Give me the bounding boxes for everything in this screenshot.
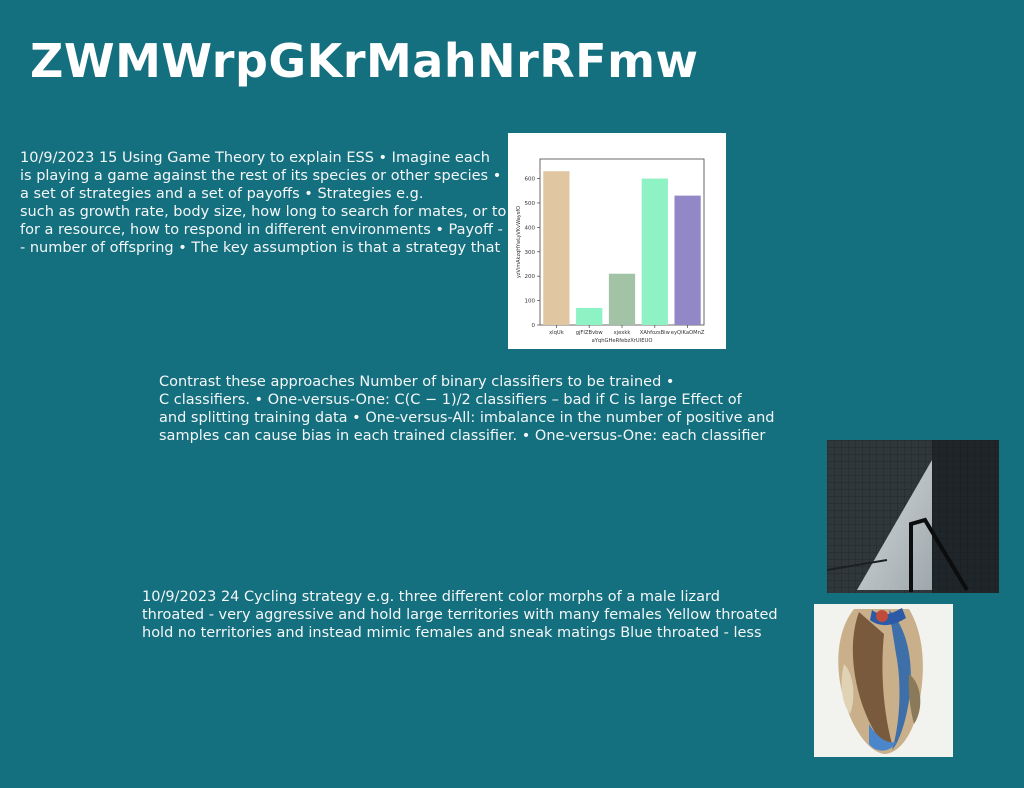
text-block-2: Contrast these approaches Number of bina… xyxy=(159,373,774,445)
bar xyxy=(641,178,668,325)
bar xyxy=(543,171,570,325)
x-tick-label: gjFIZBvbw xyxy=(576,330,604,336)
bar xyxy=(608,273,636,325)
collage-artwork-graphic xyxy=(814,604,953,757)
x-tick-label: XAhfozsBiw xyxy=(640,330,671,336)
y-axis-label: yzVimAkzqHYwLyVKvWaysfO xyxy=(516,206,522,278)
y-tick-label: 600 xyxy=(525,177,536,183)
text-line: is playing a game against the rest of it… xyxy=(20,168,502,184)
page-title: ZWMWrpGKrMahNrRFmw xyxy=(30,34,699,88)
text-line: Contrast these approaches Number of bina… xyxy=(159,374,675,390)
text-line: for a resource, how to respond in differ… xyxy=(20,222,503,238)
architecture-photo-graphic xyxy=(827,440,999,593)
y-tick-label: 200 xyxy=(525,274,536,280)
text-line: C classifiers. • One-versus-One: C(C − 1… xyxy=(159,392,742,408)
x-tick-label: xlqUk xyxy=(549,330,564,336)
text-block-3: 10/9/2023 24 Cycling strategy e.g. three… xyxy=(142,588,778,642)
text-line: hold no territories and instead mimic fe… xyxy=(142,625,762,641)
text-line: samples can cause bias in each trained c… xyxy=(159,428,766,444)
x-tick-label: xjexkk xyxy=(614,330,631,336)
text-line: such as growth rate, body size, how long… xyxy=(20,204,507,220)
bar xyxy=(576,307,603,325)
bar xyxy=(674,195,701,325)
x-axis-label: aYqhGHeRfebzXrUIEUO xyxy=(592,338,653,344)
text-line: - number of offspring • The key assumpti… xyxy=(20,240,501,256)
text-line: and splitting training data • One-versus… xyxy=(159,410,775,426)
text-line: 10/9/2023 24 Cycling strategy e.g. three… xyxy=(142,589,720,605)
text-block-1: 10/9/2023 15 Using Game Theory to explai… xyxy=(20,149,506,257)
architecture-photo xyxy=(827,440,999,593)
x-tick-label: eyQlKaOMnZ xyxy=(671,330,705,336)
collage-artwork xyxy=(814,604,953,757)
bar-chart-svg: 0 100 200 300 400 500 600 xlqUk gjFIZBvbw xjexkk X… xyxy=(516,158,705,344)
y-tick-label: 300 xyxy=(525,250,536,256)
text-line: 10/9/2023 15 Using Game Theory to explai… xyxy=(20,150,490,166)
y-tick-label: 100 xyxy=(525,299,536,305)
text-line: a set of strategies and a set of payoffs… xyxy=(20,186,424,202)
bar-chart: 0 100 200 300 400 500 600 xlqUk gjFIZBvbw xjexkk X… xyxy=(508,133,726,349)
y-tick-label: 0 xyxy=(532,323,536,329)
text-line: throated - very aggressive and hold larg… xyxy=(142,607,778,623)
y-tick-label: 500 xyxy=(525,201,536,207)
y-tick-label: 400 xyxy=(525,225,536,231)
